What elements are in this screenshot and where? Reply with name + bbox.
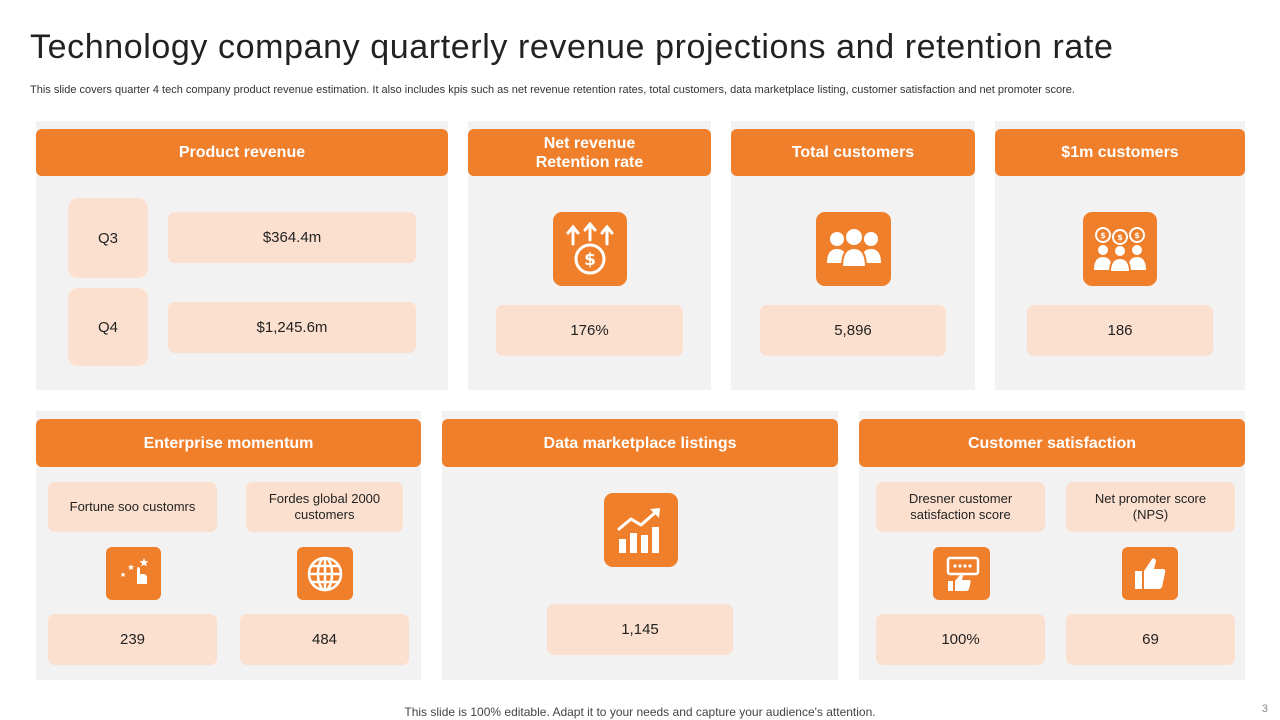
net-revenue-heading: Net revenue Retention rate (468, 129, 711, 176)
globe-icon (297, 547, 353, 600)
enterprise-heading: Enterprise momentum (36, 419, 421, 467)
customers-group-icon (816, 212, 891, 286)
fortune-customers-label: Fortune soo customrs (48, 482, 217, 532)
thumbs-up-icon (1122, 547, 1178, 600)
svg-text:$: $ (1134, 231, 1140, 240)
fortune-customers-value: 239 (48, 614, 217, 665)
nps-label: Net promoter score (NPS) (1066, 482, 1235, 532)
marketplace-heading: Data marketplace listings (442, 419, 838, 467)
dollar-customers-icon: $ $ $ (1083, 212, 1157, 286)
dresner-score-label: Dresner customer satisfaction score (876, 482, 1045, 532)
quarter-label-q3: Q3 (68, 198, 148, 278)
growth-chart-icon (604, 493, 678, 567)
million-customers-value: 186 (1027, 305, 1213, 356)
dresner-score-value: 100% (876, 614, 1045, 665)
page-number: 3 (1261, 703, 1268, 715)
money-growth-icon: $ (553, 212, 627, 286)
footer-note: This slide is 100% editable. Adapt it to… (404, 705, 876, 719)
svg-text:$: $ (1117, 233, 1123, 242)
page-subtitle: This slide covers quarter 4 tech company… (30, 84, 1075, 96)
net-revenue-value: 176% (496, 305, 683, 356)
satisfaction-heading: Customer satisfaction (859, 419, 1245, 467)
revenue-value-q3: $364.4m (168, 212, 416, 263)
svg-text:$: $ (584, 250, 596, 270)
total-customers-value: 5,896 (760, 305, 946, 356)
page-title: Technology company quarterly revenue pro… (30, 28, 1114, 66)
total-customers-heading: Total customers (731, 129, 975, 176)
stars-hand-icon (106, 547, 161, 600)
marketplace-value: 1,145 (547, 604, 733, 655)
million-customers-heading: $1m customers (995, 129, 1245, 176)
forbes-customers-value: 484 (240, 614, 409, 665)
forbes-customers-label: Fordes global 2000 customers (246, 482, 403, 532)
svg-text:$: $ (1100, 231, 1106, 240)
product-revenue-heading: Product revenue (36, 129, 448, 176)
feedback-icon (933, 547, 990, 600)
quarter-label-q4: Q4 (68, 288, 148, 366)
revenue-value-q4: $1,245.6m (168, 302, 416, 353)
nps-value: 69 (1066, 614, 1235, 665)
